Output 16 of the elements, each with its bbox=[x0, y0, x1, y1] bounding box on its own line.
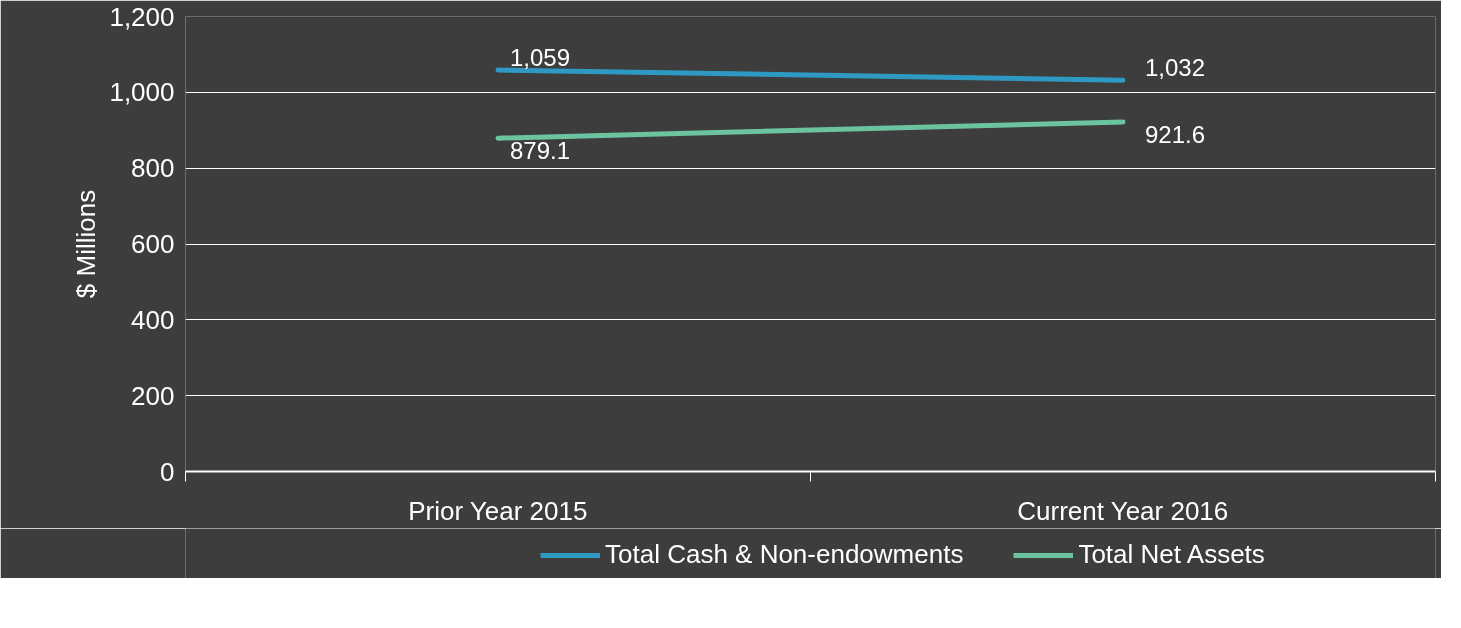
y-tick-label: 1,000 bbox=[109, 77, 175, 108]
y-tick-label: 1,200 bbox=[109, 1, 175, 32]
y-tick-label: 800 bbox=[131, 153, 175, 184]
data-label: 1,059 bbox=[510, 43, 571, 71]
y-tick-label: 0 bbox=[160, 456, 175, 487]
y-axis-title: $ Millions bbox=[71, 189, 102, 299]
y-tick-label: 600 bbox=[131, 229, 175, 259]
x-tick-label: Prior Year 2015 bbox=[408, 495, 588, 526]
legend-label: Total Cash & Non-endowments bbox=[605, 539, 964, 570]
y-tick-label: 400 bbox=[131, 304, 175, 335]
legend-label: Total Net Assets bbox=[1078, 539, 1265, 570]
data-label: 921.6 bbox=[1145, 121, 1206, 149]
y-tick-label: 200 bbox=[131, 380, 175, 411]
data-label: 879.1 bbox=[510, 137, 571, 165]
data-label: 1,032 bbox=[1145, 54, 1206, 82]
x-tick-label: Current Year 2016 bbox=[1017, 495, 1229, 526]
